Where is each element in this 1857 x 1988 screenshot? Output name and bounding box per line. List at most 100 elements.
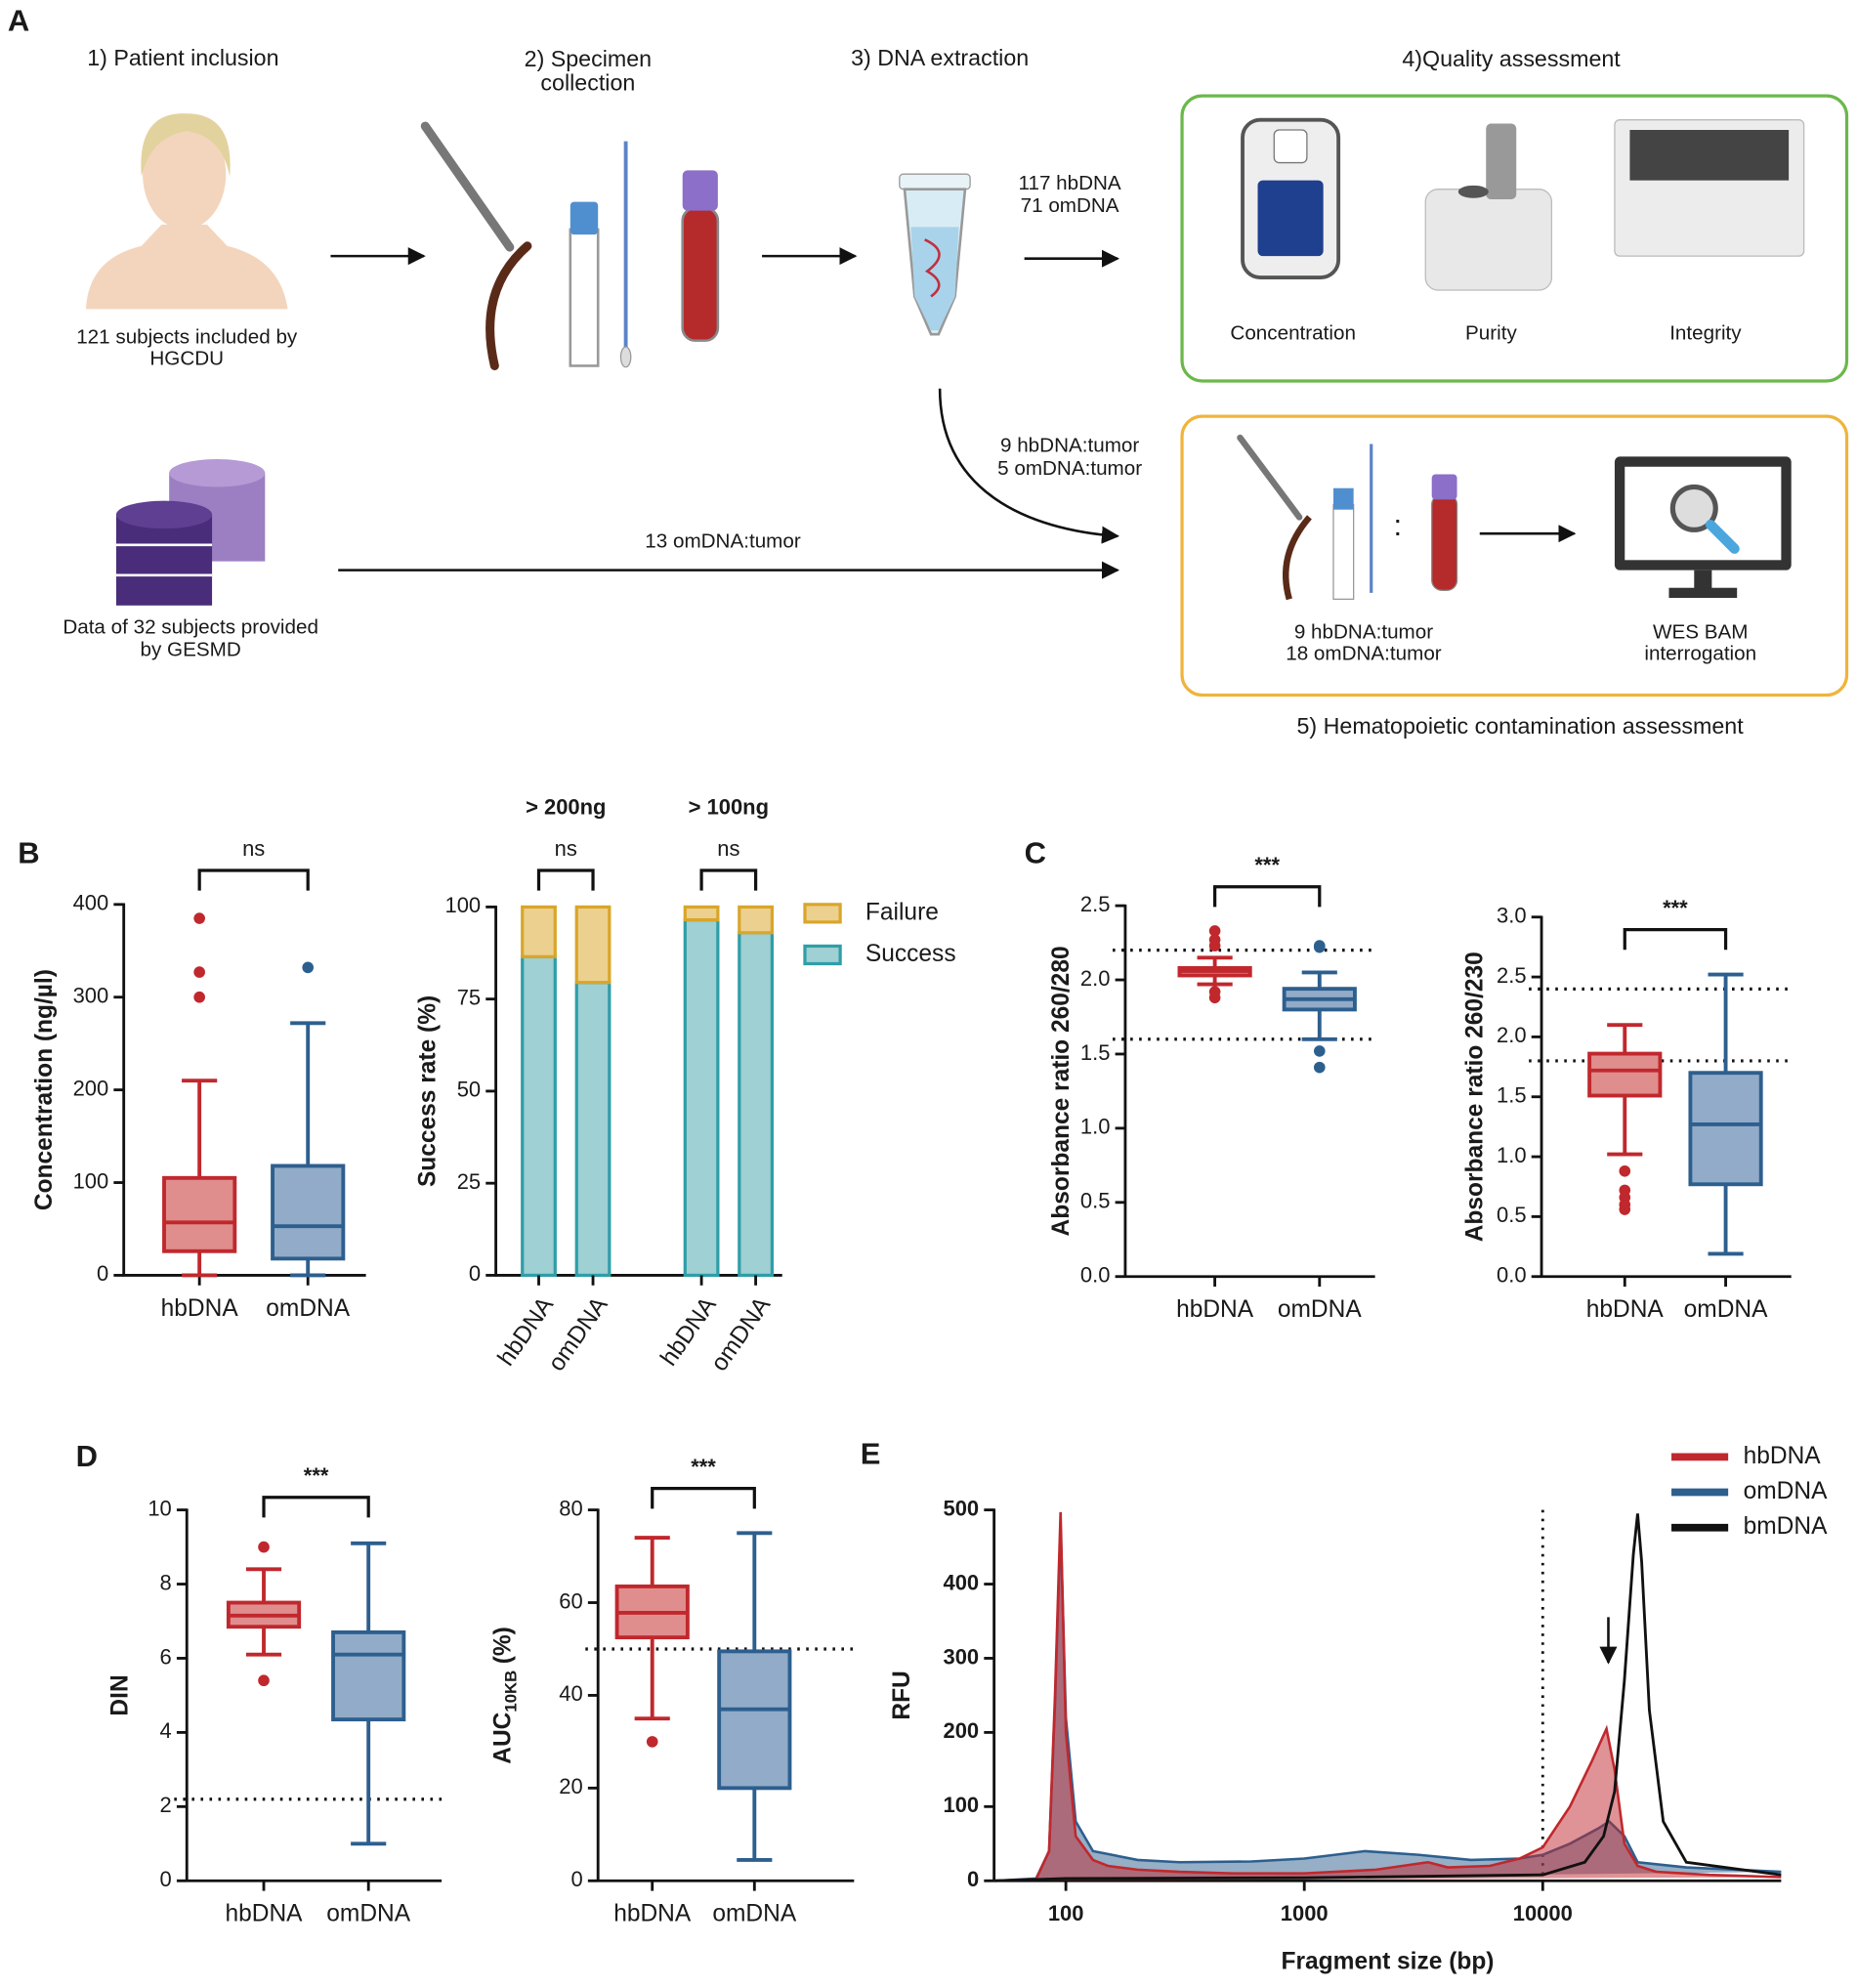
tube-icon [899,173,971,336]
outlier [258,1674,270,1687]
y-tick-label: 0.5 [1080,1189,1111,1213]
legend-label: Success [865,941,956,967]
legend-swatch [803,903,842,924]
y-tick-label: 0.5 [1497,1203,1526,1227]
x-tick-label: hbDNA [1586,1296,1665,1323]
y-tick-label: 2 [160,1793,172,1817]
sig-label: ns [717,836,739,861]
sig-bracket [197,868,310,891]
sig-label: *** [304,1463,329,1488]
bar-segment [683,917,720,1278]
y-axis-label-part: AUC [490,1712,517,1763]
y-tick-label: 3.0 [1497,904,1526,928]
y-tick-label: 100 [944,1793,980,1817]
panel-label: C [1025,836,1046,870]
legend-swatch [803,944,842,966]
y-tick-label: 1.0 [1497,1143,1526,1167]
sig-label: *** [1663,896,1688,920]
step-title: 2) Specimen [525,46,652,71]
y-tick-label: 2.5 [1497,963,1526,988]
contamination-box [1180,414,1849,698]
y-tick-label: 100 [444,893,481,917]
outlier [193,991,205,1003]
outlier [1619,1164,1631,1177]
legend-label: hbDNA [1744,1443,1822,1469]
note: WES BAM [1653,621,1748,644]
y-tick-label: 500 [944,1496,980,1520]
sig-bracket [262,1496,370,1518]
sig-bracket [536,868,595,891]
bar-segment [521,905,557,958]
panel-a: A 1) Patient inclusion 2) Specimen colle… [8,3,1849,739]
database-icon [115,459,266,606]
box [162,1175,237,1253]
x-tick-label: omDNA [266,1295,350,1322]
legend-label: Failure [865,899,939,925]
x-axis-label: Fragment size (bp) [1282,1949,1495,1975]
quality-item: Purity [1465,322,1517,345]
step-title: 4)Quality assessment [1402,46,1621,71]
sig-label: ns [555,836,577,861]
step-title: 3) DNA extraction [851,45,1029,70]
quality-box [1180,94,1849,383]
outlier [1208,940,1221,952]
y-tick-label: 6 [160,1644,172,1669]
x-tick-label: hbDNA [225,1901,303,1927]
x-tick-label: omDNA [1278,1296,1362,1323]
box [331,1629,406,1722]
y-tick-label: 0.0 [1497,1263,1526,1288]
bar-segment [683,905,720,922]
bar-segment [574,981,612,1278]
y-tick-label: 0 [160,1867,172,1891]
y-tick-label: 75 [457,985,481,1009]
bar-segment [738,905,774,935]
x-tick-label: omDNA [326,1901,410,1927]
patient-icon [85,113,288,310]
y-axis-label-part: (%) [490,1627,517,1664]
legend-label: bmDNA [1744,1513,1828,1540]
y-tick-label: 4 [160,1718,172,1743]
x-tick-label: 100 [1048,1901,1084,1925]
quality-item: Integrity [1669,322,1742,345]
y-axis-label: AUC10KB (%) [490,1627,521,1764]
step-title: 1) Patient inclusion [87,45,278,70]
outlier [1313,1061,1326,1074]
outlier [302,961,315,974]
x-tick-label: hbDNA [613,1901,692,1927]
y-axis-label: Absorbance ratio 260/230 [1461,952,1488,1242]
y-tick-label: 400 [73,891,109,915]
panel-label: D [76,1439,98,1473]
arrow [938,388,1119,544]
y-tick-label: 100 [73,1168,109,1193]
outlier [1313,1045,1326,1057]
sig-bracket [651,1487,756,1509]
outlier [258,1541,270,1553]
note: by GESMD [141,639,241,661]
y-tick-label: 2.5 [1080,892,1111,916]
y-tick-label: 25 [457,1169,481,1194]
y-tick-label: 1.0 [1080,1115,1111,1139]
note: interrogation [1644,643,1756,665]
sig-label: *** [1254,853,1280,877]
y-tick-label: 200 [944,1718,980,1743]
step-title: 5) Hematopoietic contamination assessmen… [1297,713,1745,739]
y-tick-label: 200 [73,1076,109,1100]
outlier [646,1736,658,1748]
separator: : [1394,508,1403,542]
note: 13 omDNA:tumor [645,530,801,553]
note: 9 hbDNA:tumor [1294,621,1433,644]
note: 18 omDNA:tumor [1286,643,1442,665]
note: 71 omDNA [1021,194,1119,217]
box [717,1649,792,1791]
specimen-icons [420,121,720,370]
y-axis-label: DIN [107,1674,134,1715]
y-tick-label: 1.5 [1497,1083,1526,1108]
outlier [1619,1204,1631,1215]
outlier [1208,925,1221,937]
bar-segment [738,931,774,1278]
x-tick-label: omDNA [712,1901,796,1927]
step-title: collection [540,70,635,96]
y-tick-label: 0 [967,1867,979,1891]
